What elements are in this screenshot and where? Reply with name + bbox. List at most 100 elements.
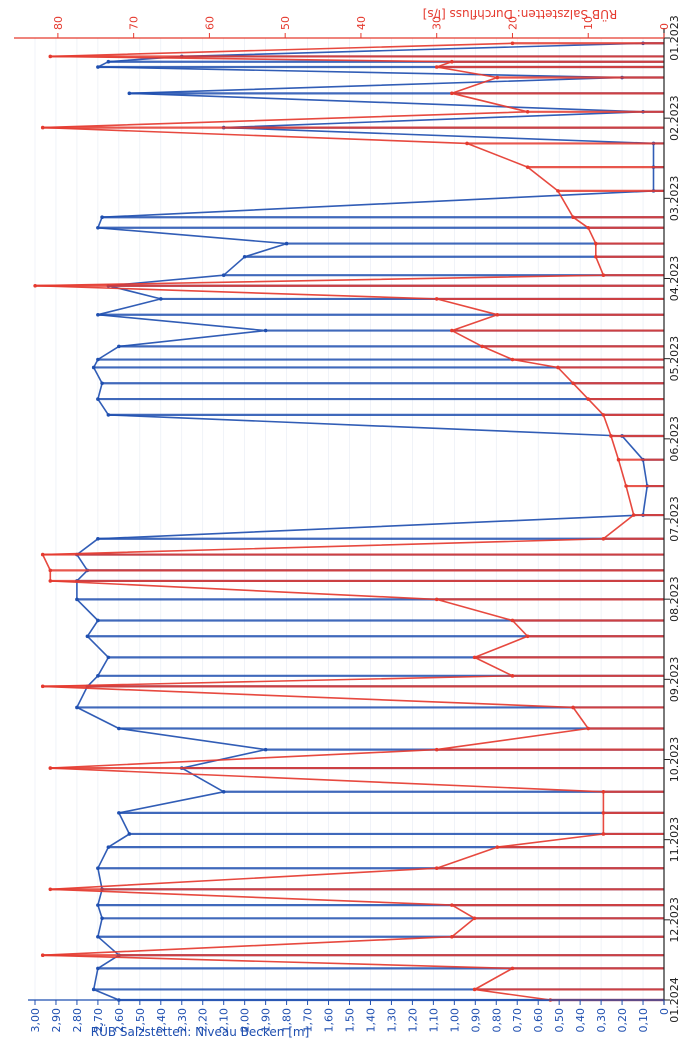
data-point [510, 618, 515, 623]
data-point [495, 312, 500, 317]
data-point [96, 225, 100, 230]
right-axis-tick-label: 10 [582, 16, 595, 30]
data-point [594, 241, 598, 246]
time-tick-label: 05.2023 [668, 336, 681, 382]
left-axis-tick-label: 0,30 [595, 1008, 608, 1033]
data-point [510, 41, 515, 46]
data-point [450, 59, 454, 64]
data-point [571, 381, 575, 386]
data-point [586, 225, 591, 230]
data-point [601, 413, 606, 417]
data-point [601, 536, 606, 541]
data-point [100, 916, 104, 921]
data-point [472, 916, 477, 921]
data-point [472, 987, 477, 992]
data-point [91, 365, 96, 370]
left-axis-tick-label: 1,20 [406, 1008, 419, 1033]
data-point [434, 597, 439, 602]
data-point [48, 54, 53, 59]
left-axis-tick-label: 2,50 [134, 1008, 147, 1033]
data-point [525, 165, 530, 169]
right-axis-tick-label: 40 [355, 16, 368, 30]
left-axis-tick-label: 2,10 [218, 1008, 231, 1033]
axes: 01.2023 02.2023 03.2023 04.2023 05.2023 06.20… [14, 15, 681, 1033]
data-point [434, 65, 439, 69]
data-point [96, 934, 100, 939]
data-point [434, 747, 439, 752]
left-axis-tick-label: 2,40 [155, 1008, 168, 1033]
time-tick-label: 01.2023 [668, 15, 681, 61]
data-point [96, 357, 100, 362]
data-point [106, 413, 111, 417]
data-point [472, 655, 477, 660]
data-point [96, 674, 100, 678]
data-point [601, 832, 606, 836]
left-axis-tick-label: 0,70 [511, 1008, 524, 1033]
data-point [284, 241, 289, 246]
data-point [96, 397, 100, 401]
time-tick-label: 09.2023 [668, 657, 681, 703]
time-tick-label: 08.2023 [668, 576, 681, 622]
data-point [510, 966, 515, 971]
data-point [40, 552, 45, 557]
left-axis-tick-label: 2,60 [113, 1008, 126, 1033]
right-axis-tick-label: 20 [506, 16, 519, 30]
left-axis-tick-label: 0,90 [469, 1008, 482, 1033]
time-tick-label: 07.2023 [668, 496, 681, 542]
left-axis-tick-label: 1,50 [344, 1008, 357, 1033]
data-point [100, 215, 104, 220]
data-point [48, 766, 53, 770]
time-tick-label: 10.2023 [668, 737, 681, 783]
data-point [601, 789, 606, 794]
data-point [586, 726, 591, 731]
data-point [586, 397, 591, 401]
data-point [510, 357, 515, 362]
data-point [85, 634, 90, 639]
left-axis-tick-label: 1,80 [281, 1008, 294, 1033]
left-axis-tick-label: 0,50 [553, 1008, 566, 1033]
data-point [159, 297, 163, 301]
data-point [263, 747, 268, 752]
time-tick-label: 04.2023 [668, 256, 681, 302]
data-point [96, 866, 100, 871]
data-point [40, 953, 45, 957]
data-point [616, 457, 621, 462]
data-point [40, 125, 45, 130]
data-point [127, 91, 132, 96]
data-point [601, 811, 606, 815]
data-point [221, 273, 226, 278]
data-point [450, 934, 454, 939]
data-point [480, 344, 484, 349]
right-axis-tick-label: 50 [279, 16, 292, 30]
data-point [465, 141, 469, 146]
data-point [601, 273, 606, 278]
y-left-axis-title: RÜB Salzstetten: Niveau Becken [m] [91, 1023, 310, 1039]
data-point [96, 312, 100, 317]
data-point [556, 365, 560, 370]
data-point [571, 705, 575, 710]
data-point [91, 987, 96, 992]
data-point [48, 579, 53, 583]
data-point [100, 381, 104, 386]
left-axis-tick-label: 1,90 [260, 1008, 273, 1033]
data-point [434, 297, 439, 301]
left-axis-tick-label: 0,60 [532, 1008, 545, 1033]
data-point [117, 726, 121, 731]
data-point [450, 328, 454, 333]
data-point [525, 109, 530, 114]
data-point [242, 254, 247, 259]
data-point [117, 344, 121, 349]
data-point [556, 189, 560, 193]
left-axis-tick-label: 1,00 [448, 1008, 461, 1033]
data-point [127, 832, 132, 836]
data-point [495, 845, 500, 849]
data-point [96, 536, 100, 541]
left-axis-tick-label: 2,70 [92, 1008, 105, 1033]
left-axis-tick-label: 2,20 [197, 1008, 210, 1033]
left-axis-tick-label: 1,60 [323, 1008, 336, 1033]
data-point [96, 618, 100, 623]
data-point [96, 65, 100, 69]
data-point [609, 434, 613, 438]
